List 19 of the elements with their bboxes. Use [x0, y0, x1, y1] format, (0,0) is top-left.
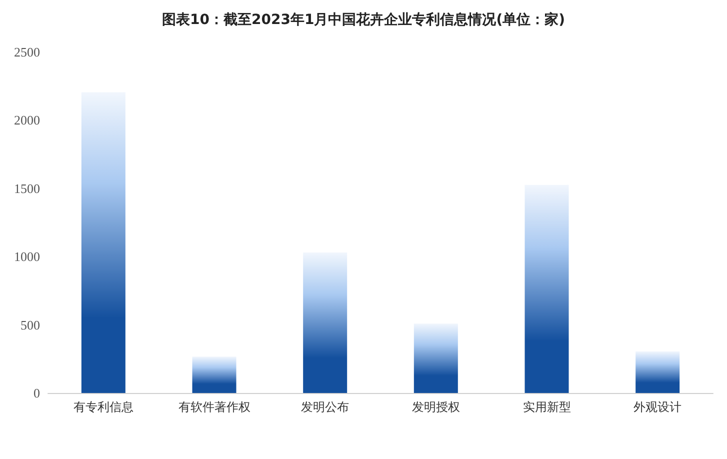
y-tick-label: 0	[34, 386, 40, 400]
y-tick-label: 500	[20, 317, 40, 332]
x-tick-label: 实用新型	[522, 400, 571, 414]
bar	[81, 92, 126, 393]
x-tick-label: 发明授权	[412, 400, 460, 414]
bar	[414, 324, 458, 393]
x-tick-label: 外观设计	[634, 400, 682, 414]
y-tick-label: 2000	[14, 112, 40, 128]
x-tick-label: 有专利信息	[73, 400, 134, 414]
x-tick-label: 有软件著作权	[178, 400, 250, 414]
bar	[192, 356, 236, 393]
y-tick-label: 1500	[14, 180, 40, 196]
chart-title: 图表10：截至2023年1月中国花卉企业专利信息情况(单位：家)	[162, 11, 565, 28]
bar	[524, 184, 569, 393]
bar	[636, 351, 680, 393]
y-tick-label: 1000	[14, 249, 40, 264]
bar	[303, 252, 348, 393]
x-tick-label: 发明公布	[301, 400, 350, 414]
y-tick-label: 2500	[14, 44, 40, 60]
